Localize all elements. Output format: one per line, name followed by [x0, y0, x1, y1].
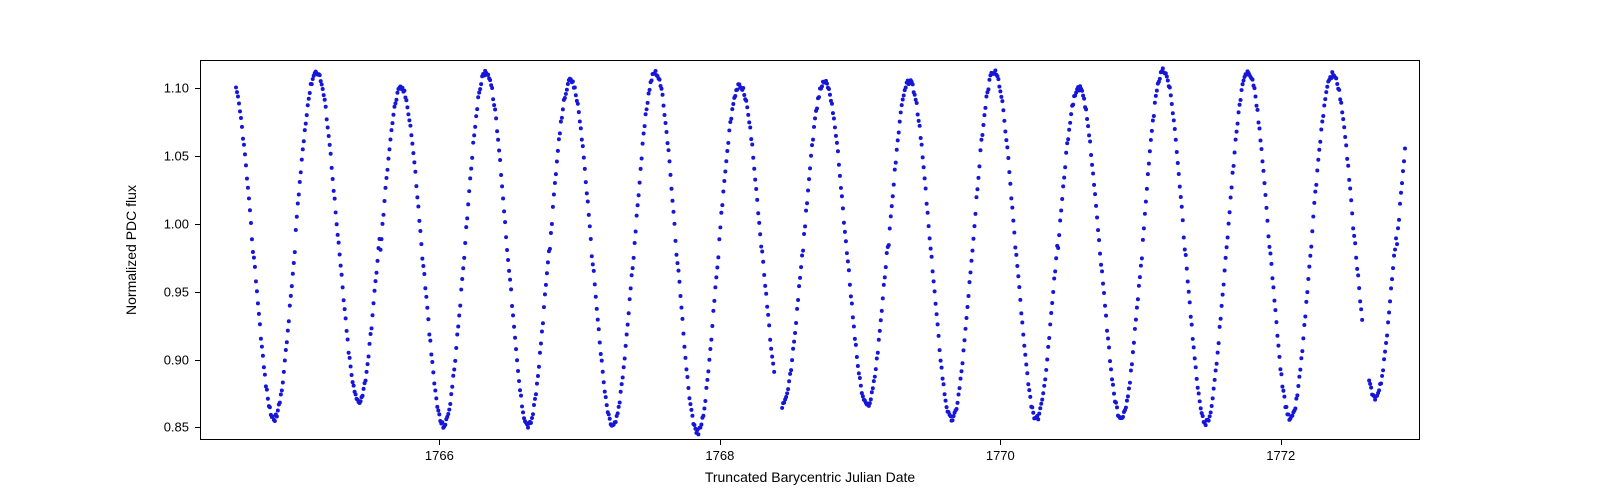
y-tick-label: 0.90: [164, 352, 189, 367]
y-tick: [195, 156, 201, 157]
y-tick: [195, 224, 201, 225]
x-tick-label: 1770: [986, 448, 1015, 463]
y-axis-label: Normalized PDC flux: [123, 185, 139, 315]
x-tick: [1281, 439, 1282, 445]
x-tick-label: 1768: [705, 448, 734, 463]
x-tick-label: 1772: [1266, 448, 1295, 463]
y-tick-label: 0.85: [164, 420, 189, 435]
x-tick: [1000, 439, 1001, 445]
x-tick: [439, 439, 440, 445]
scatter-plot: [201, 61, 1419, 439]
y-tick-label: 1.05: [164, 149, 189, 164]
chart-container: 1766176817701772 0.850.900.951.001.051.1…: [200, 60, 1420, 440]
y-tick-label: 1.10: [164, 81, 189, 96]
y-tick: [195, 292, 201, 293]
y-tick-label: 0.95: [164, 284, 189, 299]
x-tick-label: 1766: [425, 448, 454, 463]
y-tick: [195, 360, 201, 361]
y-tick: [195, 427, 201, 428]
x-axis-label: Truncated Barycentric Julian Date: [705, 469, 915, 485]
y-tick: [195, 88, 201, 89]
y-tick-label: 1.00: [164, 216, 189, 231]
x-tick: [720, 439, 721, 445]
